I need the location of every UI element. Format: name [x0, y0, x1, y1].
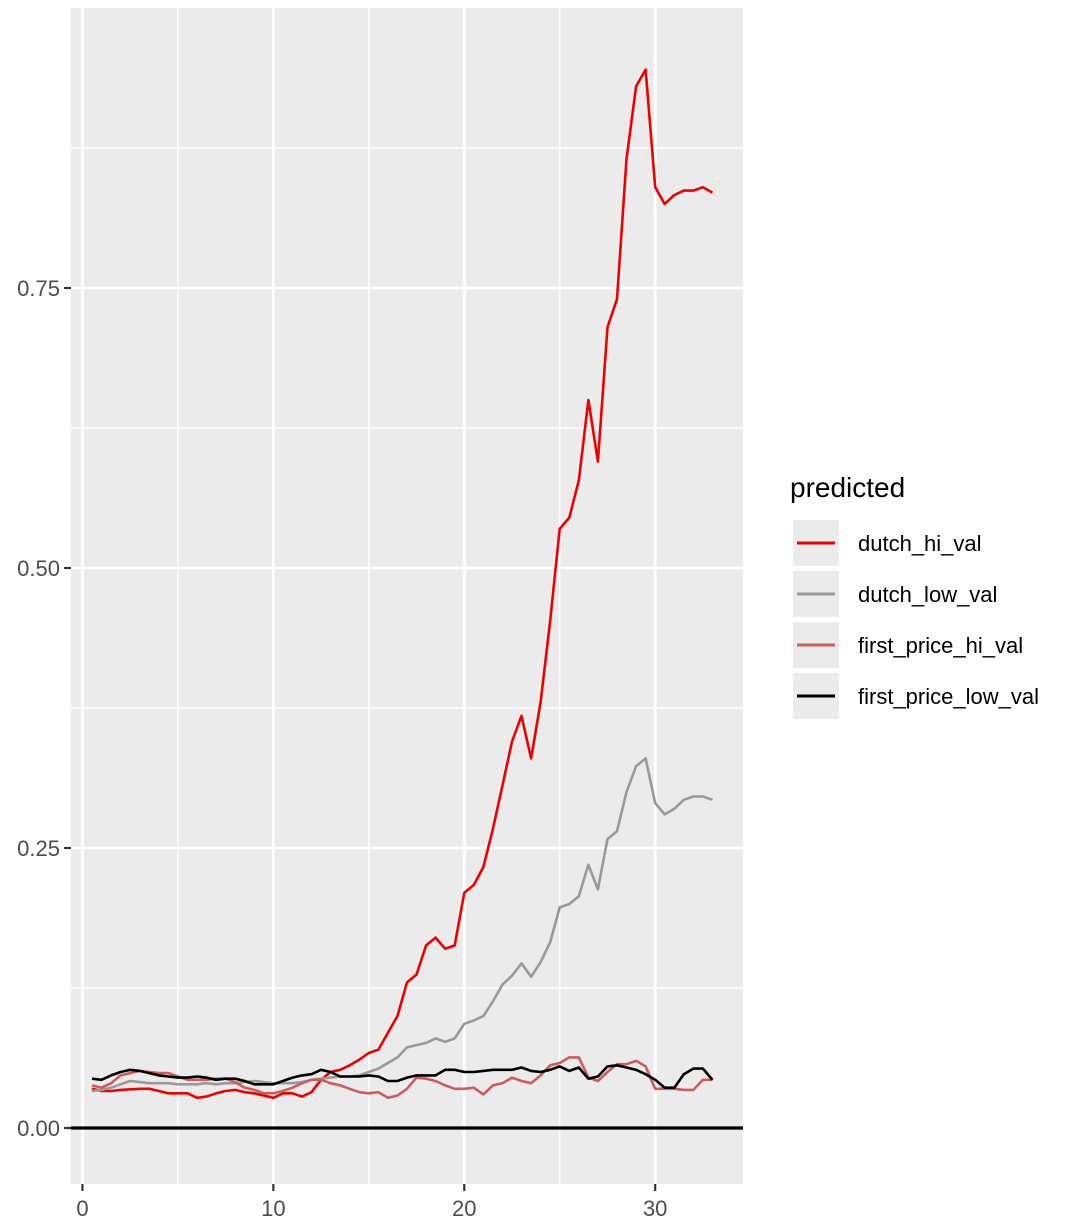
series-line-first-price-hi-val [91, 1056, 713, 1100]
legend-item-label: dutch_low_val [858, 582, 997, 607]
y-tick-label: 0.25 [17, 836, 60, 861]
x-tick-label: 30 [643, 1196, 667, 1221]
x-tick-label: 0 [76, 1196, 88, 1221]
series-lines [71, 68, 743, 1130]
legend-item-label: first_price_hi_val [858, 633, 1023, 658]
series-line-first-price-low-val [91, 1064, 714, 1089]
y-tick-label: 0.00 [17, 1116, 60, 1141]
panel-background [71, 8, 743, 1184]
legend: predicted dutch_hi_val dutch_low_valfirst… [790, 472, 1039, 719]
x-tick-label: 10 [261, 1196, 285, 1221]
series-line-dutch-low-val [91, 757, 713, 1093]
legend-title: predicted [790, 472, 905, 503]
series-line-dutch-hi-val [91, 68, 714, 1100]
axes: 0 10 20 30 0.00 0.25 0.50 0.75 [17, 276, 667, 1221]
legend-item-label: dutch_hi_val [858, 531, 982, 556]
x-tick-label: 20 [452, 1196, 476, 1221]
minor-gridlines [71, 8, 743, 1184]
legend-item-label: first_price_low_val [858, 684, 1039, 709]
y-tick-label: 0.75 [17, 276, 60, 301]
y-tick-label: 0.50 [17, 556, 60, 581]
